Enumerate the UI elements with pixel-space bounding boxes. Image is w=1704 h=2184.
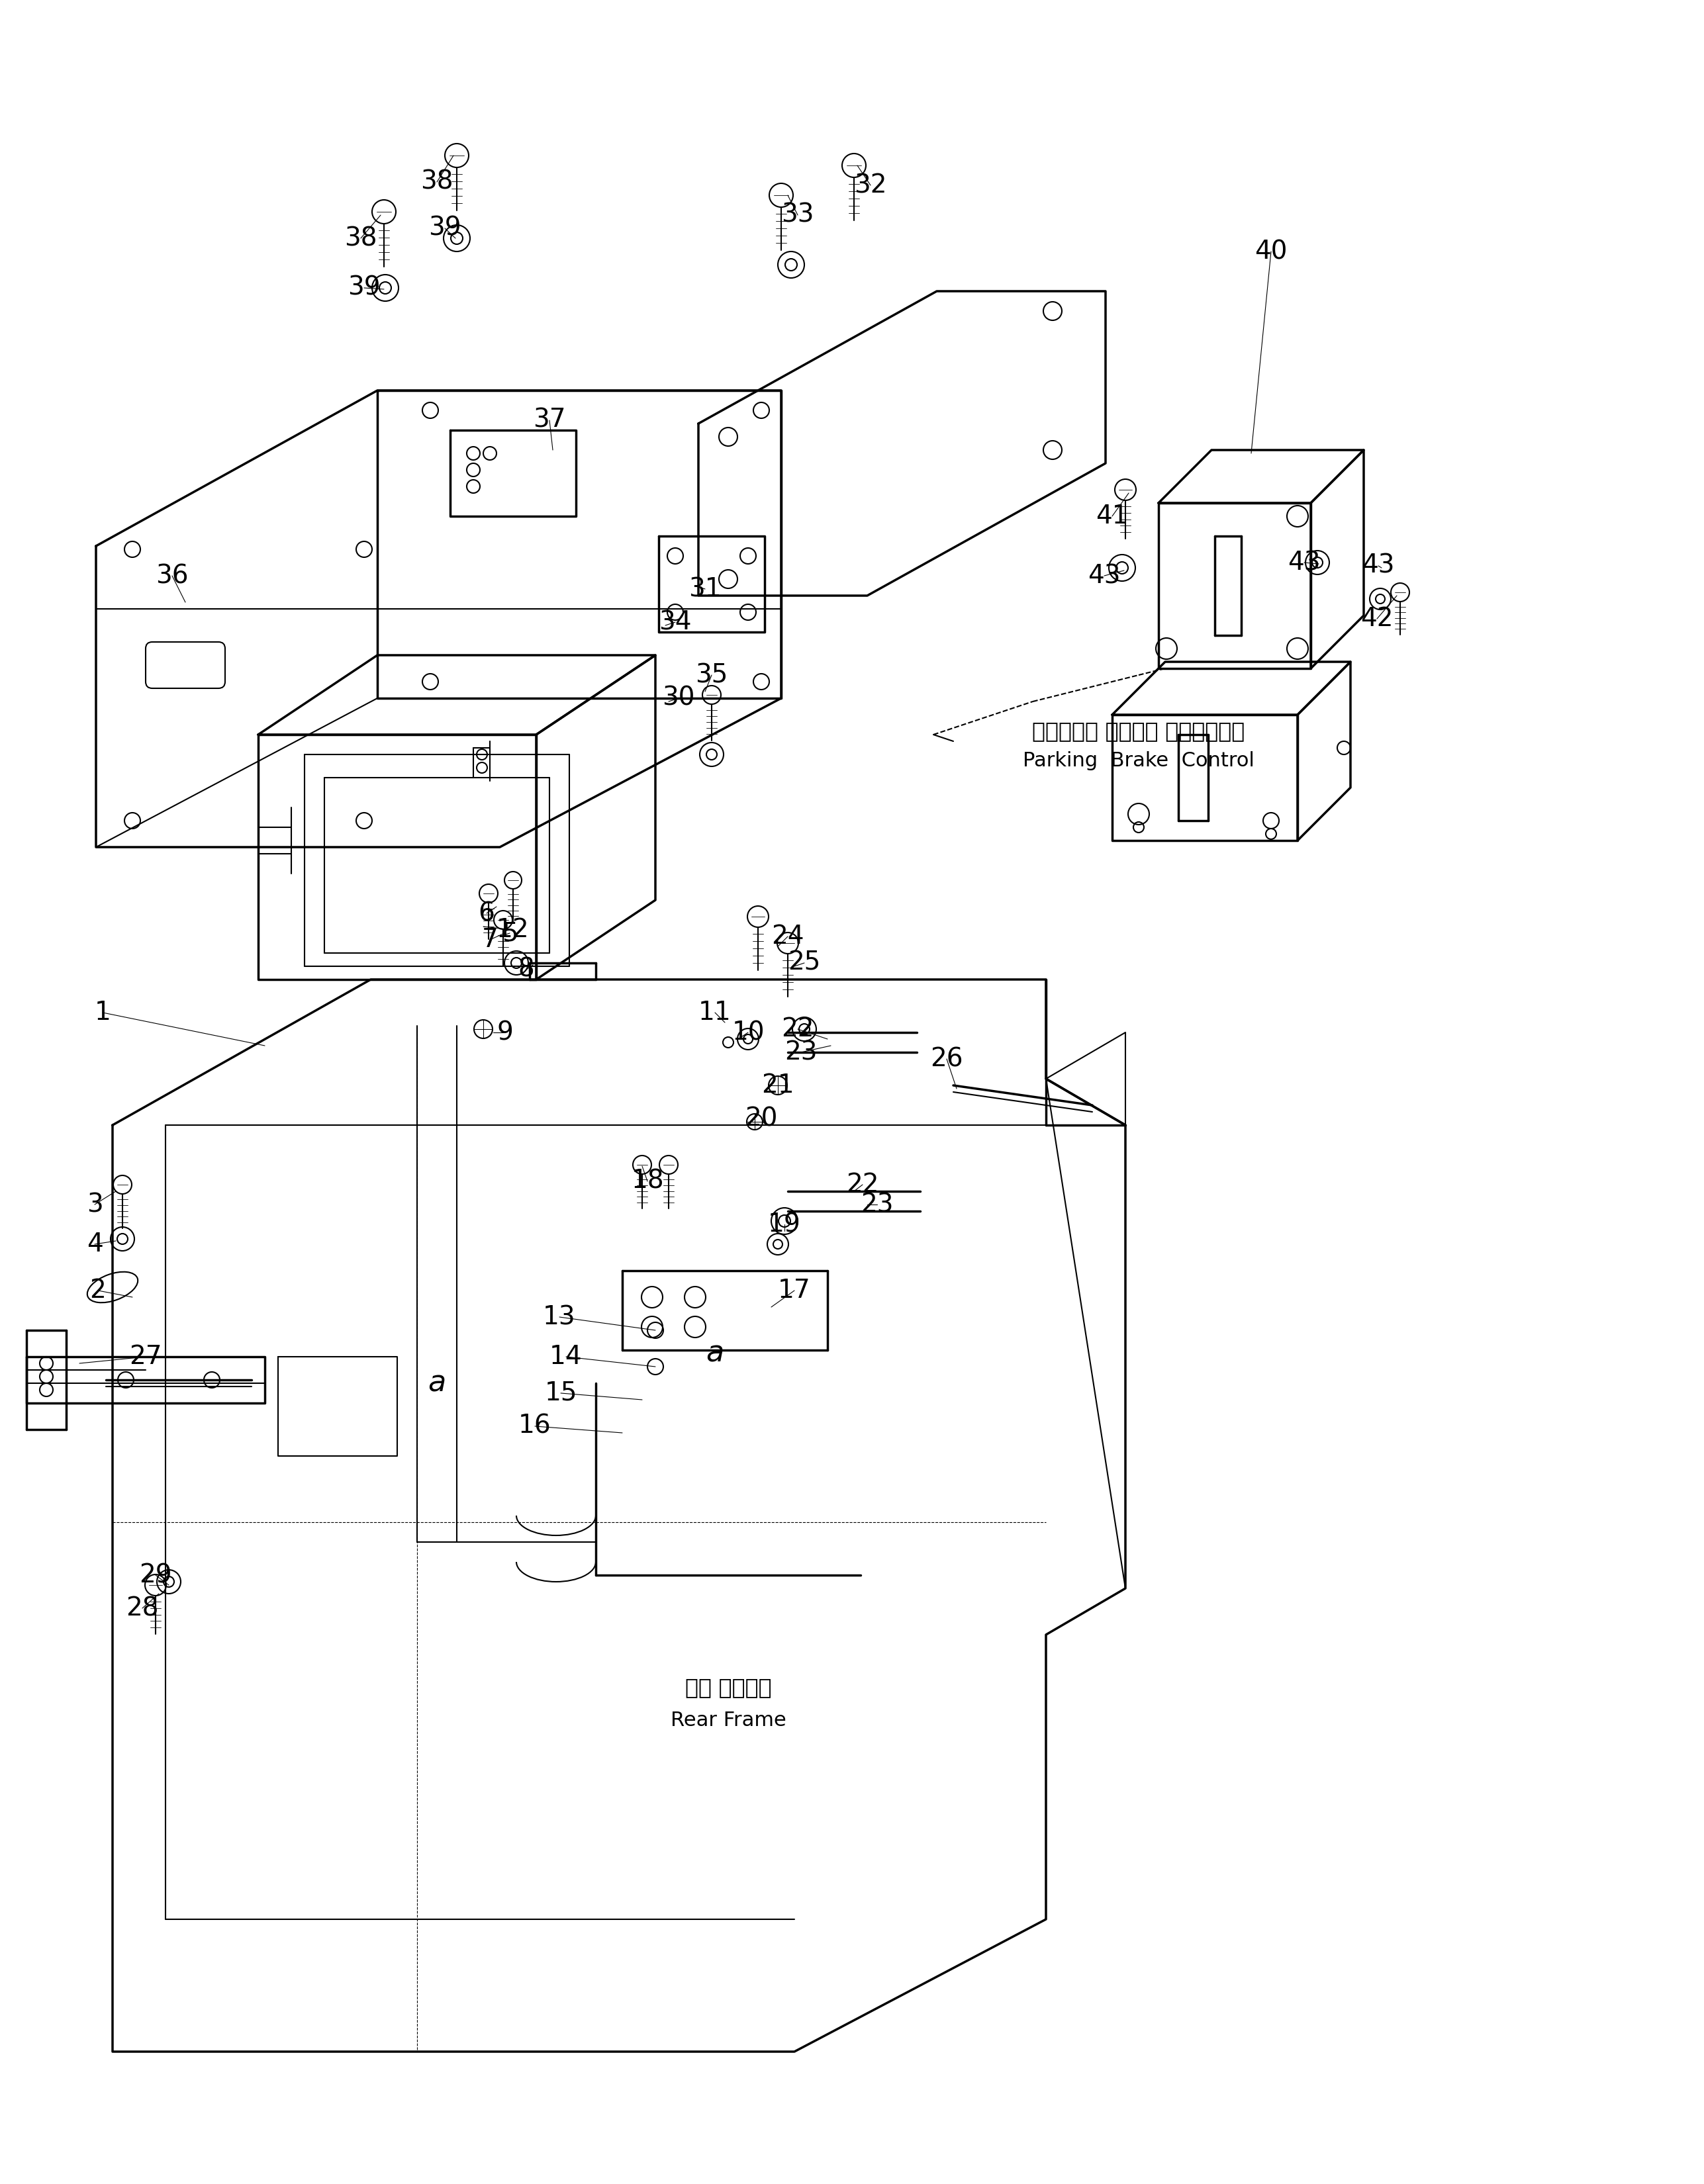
Text: 27: 27: [130, 1343, 162, 1369]
Text: 7: 7: [482, 928, 498, 952]
Text: 24: 24: [772, 924, 804, 950]
Text: 16: 16: [518, 1413, 552, 1439]
Text: 20: 20: [745, 1105, 777, 1131]
Text: 22: 22: [847, 1173, 879, 1197]
Text: 5: 5: [501, 922, 518, 946]
Text: 21: 21: [762, 1072, 794, 1099]
Text: 39: 39: [348, 275, 380, 301]
Text: 11: 11: [699, 1000, 731, 1024]
Text: 23: 23: [861, 1192, 893, 1216]
Text: 23: 23: [784, 1040, 818, 1066]
Text: 4: 4: [87, 1232, 102, 1256]
Text: 29: 29: [140, 1562, 172, 1588]
Text: 22: 22: [782, 1016, 815, 1042]
Text: 3: 3: [87, 1192, 102, 1216]
Text: 43: 43: [1361, 553, 1394, 579]
Text: 39: 39: [428, 216, 462, 240]
Text: 37: 37: [533, 408, 566, 432]
Text: 42: 42: [1360, 607, 1394, 631]
Text: 33: 33: [782, 203, 815, 227]
Text: 1: 1: [94, 1000, 111, 1024]
Text: 2: 2: [90, 1278, 106, 1304]
Text: 18: 18: [630, 1168, 665, 1195]
Text: 19: 19: [769, 1212, 801, 1236]
Text: 31: 31: [688, 577, 721, 601]
Text: 10: 10: [731, 1020, 765, 1044]
Text: 25: 25: [787, 950, 821, 976]
Text: 17: 17: [779, 1278, 811, 1304]
Text: 8: 8: [518, 957, 535, 983]
Text: 12: 12: [496, 917, 530, 943]
Text: 41: 41: [1096, 505, 1128, 529]
Text: 43: 43: [1087, 563, 1121, 587]
Text: 9: 9: [498, 1020, 513, 1044]
Text: a: a: [705, 1339, 724, 1367]
Text: 32: 32: [854, 173, 886, 199]
Text: 15: 15: [544, 1380, 578, 1406]
Text: 28: 28: [126, 1597, 158, 1621]
Text: 35: 35: [695, 662, 728, 688]
Text: 40: 40: [1254, 238, 1288, 264]
Text: 26: 26: [930, 1046, 963, 1072]
Text: 43: 43: [1288, 550, 1321, 574]
Text: 13: 13: [544, 1304, 576, 1330]
Text: Parking  Brake  Control: Parking Brake Control: [1022, 751, 1254, 771]
Text: Rear Frame: Rear Frame: [670, 1710, 786, 1730]
Text: 38: 38: [421, 170, 453, 194]
Text: a: a: [428, 1369, 446, 1398]
Text: 34: 34: [659, 609, 692, 636]
Text: リヤ フレーム: リヤ フレーム: [685, 1677, 772, 1699]
Text: 14: 14: [550, 1343, 583, 1369]
Text: 36: 36: [155, 563, 189, 587]
Text: ハーキング ブレーキ コントロール: ハーキング ブレーキ コントロール: [1033, 721, 1246, 743]
Text: 38: 38: [344, 225, 377, 251]
Text: 30: 30: [663, 686, 695, 710]
Text: 6: 6: [479, 900, 494, 926]
